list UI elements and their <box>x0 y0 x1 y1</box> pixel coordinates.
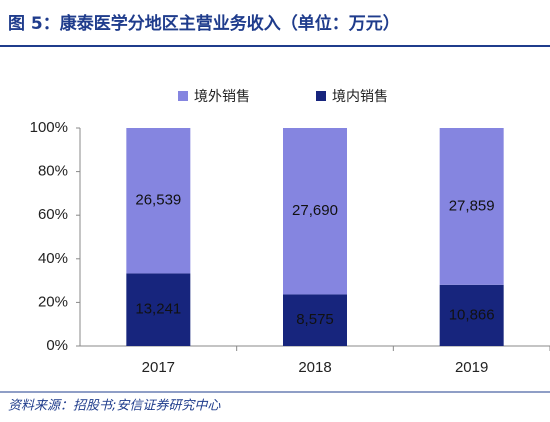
x-tick-label: 2018 <box>298 359 331 376</box>
x-tick-label: 2019 <box>455 359 488 376</box>
data-label: 13,241 <box>135 301 181 318</box>
bar-segment <box>439 284 504 346</box>
bar-segment <box>283 128 347 295</box>
y-tick-label: 80% <box>38 163 68 180</box>
y-tick-label: 20% <box>38 293 68 310</box>
x-tick-label: 2017 <box>142 359 175 376</box>
y-tick-label: 0% <box>46 337 68 354</box>
legend-label: 境外销售 <box>194 89 250 105</box>
legend-swatch <box>316 91 326 101</box>
legend-swatch <box>178 91 188 101</box>
data-label: 27,690 <box>292 202 338 219</box>
bar-segment <box>439 128 504 285</box>
chart-title: 图 5：康泰医学分地区主营业务收入（单位：万元） <box>8 13 400 34</box>
bar-segment <box>283 294 347 346</box>
data-label: 27,859 <box>449 197 495 214</box>
y-tick-label: 40% <box>38 250 68 267</box>
y-tick-label: 100% <box>30 119 68 136</box>
legend-label: 境内销售 <box>332 89 388 105</box>
data-label: 8,575 <box>296 311 334 328</box>
bar-segment <box>126 128 191 274</box>
y-tick-label: 60% <box>38 206 68 223</box>
bar-segment <box>126 273 191 346</box>
data-label: 26,539 <box>135 192 181 209</box>
data-label: 10,866 <box>449 306 495 323</box>
source: 资料来源：招股书;安信证券研究中心 <box>8 398 221 414</box>
